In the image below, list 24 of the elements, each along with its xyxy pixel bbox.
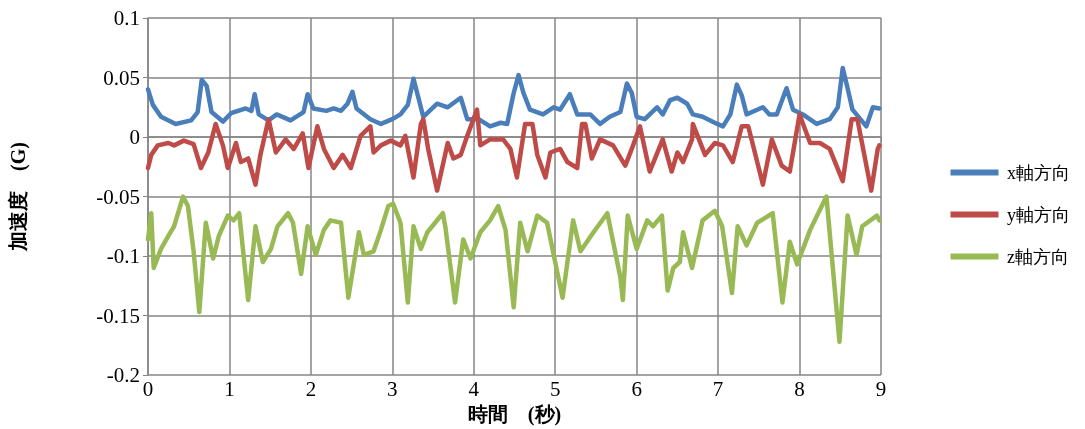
line-series [145,194,882,345]
x-tick-label: 9 [875,376,887,401]
y-tick-label: -0.1 [106,244,140,269]
x-axis-title: 時間 (秒) [467,403,562,426]
x-tick-label: 2 [305,376,317,401]
x-tick-label: 5 [549,376,561,401]
y-tick-label: -0.2 [106,363,140,388]
x-tick-label: 8 [794,376,805,401]
x-tick-label: 3 [387,376,398,401]
y-tick-label: -0.05 [96,184,140,209]
x-tick-label: 6 [631,376,642,401]
x-tick-label: 1 [224,376,235,401]
legend-label: y軸方向 [1007,204,1070,225]
y-tick-label: 0 [129,125,140,150]
legend-label: x軸方向 [1007,162,1070,183]
y-tick-label: -0.15 [96,303,140,328]
x-tick-label: 4 [468,376,480,401]
y-axis-title: 加速度 (G) [7,142,30,252]
y-tick-label: 0.05 [103,65,140,90]
y-tick-label: 0.1 [113,6,140,30]
line-series [145,65,882,129]
legend-label: z軸方向 [1007,246,1069,267]
x-tick-label: 7 [712,376,724,401]
line-series [145,107,882,193]
